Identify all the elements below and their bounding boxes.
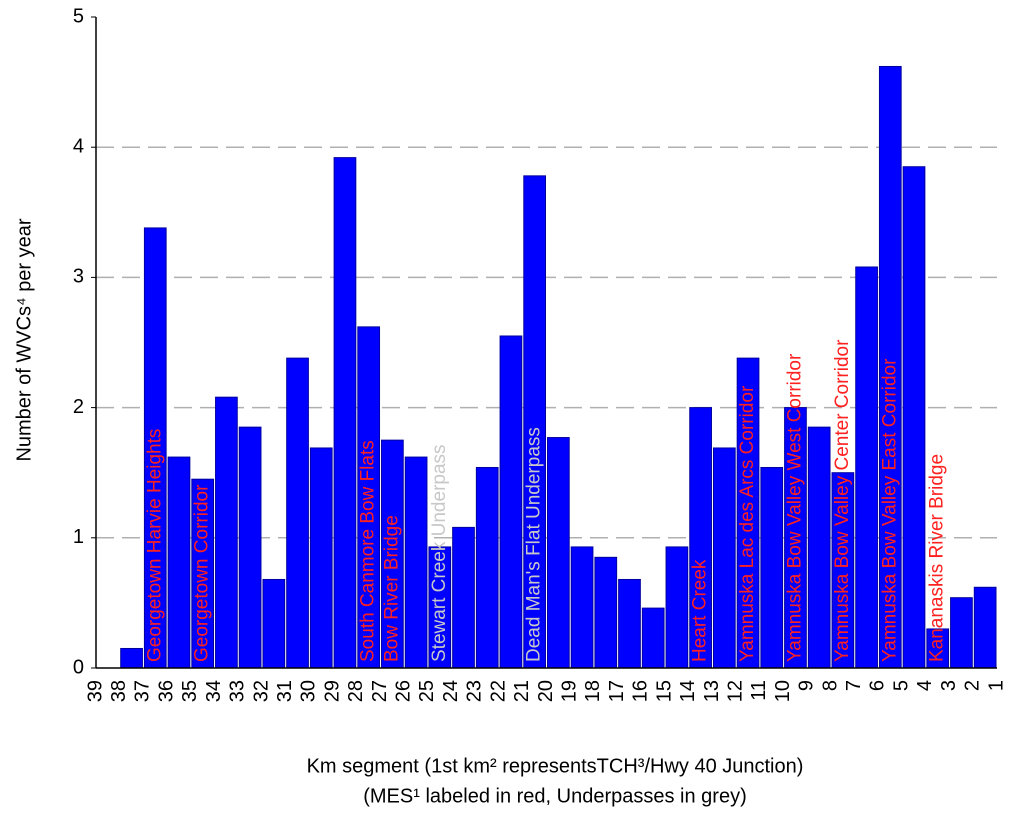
annotation: Yamnuska Bow Valley Center Corridor (832, 339, 853, 662)
x-tick-label: 13 (701, 680, 723, 702)
bar (238, 426, 262, 669)
x-tick-label: 3 (938, 680, 960, 691)
bar (475, 466, 499, 669)
x-tick-label: 19 (558, 680, 580, 702)
bar (855, 266, 878, 669)
x-tick-label: 18 (582, 680, 604, 702)
bar (262, 578, 286, 669)
x-tick-label: 26 (393, 680, 415, 702)
annotation: Heart Creek (690, 559, 711, 662)
x-tick-label: 39 (84, 680, 106, 702)
annotation: Georgetown Corridor (192, 484, 213, 662)
x-tick-label: 14 (677, 680, 699, 702)
x-tick-label: 6 (867, 680, 889, 691)
y-tick-label: 4 (73, 135, 84, 157)
bar (404, 456, 428, 669)
bar (807, 426, 831, 669)
x-tick-label: 29 (321, 680, 343, 702)
bar (215, 396, 238, 669)
y-tick-label: 1 (73, 526, 84, 548)
y-tick-label: 2 (73, 396, 84, 418)
bar (333, 157, 357, 669)
x-tick-label: 20 (535, 680, 557, 702)
annotation: South Canmore Bow Flats (358, 440, 379, 662)
x-tick-label: 35 (179, 680, 201, 702)
bar (547, 437, 570, 669)
x-tick-label: 21 (511, 680, 533, 702)
y-tick-label: 0 (73, 656, 84, 678)
annotation: Yamnuska Bow Valley West Corridor (784, 353, 805, 662)
x-tick-label: 37 (132, 680, 154, 702)
x-tick-label: 23 (464, 680, 486, 702)
annotation: Georgetown Harvie Heights (144, 429, 165, 662)
annotation: Stewart Creek Underpass (429, 444, 450, 662)
x-tick-label: 22 (487, 680, 509, 702)
x-tick-label: 24 (440, 680, 462, 702)
x-tick-label: 11 (748, 680, 770, 701)
x-tick-label: 36 (155, 680, 177, 702)
x-tick-label: 25 (416, 680, 438, 702)
bar (167, 456, 191, 669)
x-axis-title: (MES¹ labeled in red, Underpasses in gre… (363, 785, 747, 807)
bar (286, 357, 309, 669)
y-axis-title: Number of WVCs⁴ per year (13, 218, 35, 461)
x-tick-label: 9 (796, 680, 818, 691)
x-tick-label: 5 (890, 680, 912, 691)
bar (665, 546, 689, 669)
bar (618, 578, 641, 669)
annotation: Kananaskis River Bridge (927, 454, 948, 662)
x-tick-label: 4 (914, 680, 936, 691)
bar (570, 546, 594, 669)
x-tick-label: 16 (630, 680, 652, 702)
annotation: Yamnuska Bow Valley East Corridor (879, 358, 900, 662)
x-tick-label: 34 (203, 680, 225, 702)
annotation: Dead Man's Flat Underpass (524, 427, 545, 662)
x-tick-label: 33 (227, 680, 249, 702)
x-tick-label: 17 (606, 680, 628, 702)
x-tick-label: 27 (369, 680, 391, 702)
x-tick-label: 38 (108, 680, 130, 702)
bar (973, 586, 997, 669)
x-tick-label: 1 (985, 680, 1007, 691)
x-tick-label: 2 (962, 680, 984, 691)
y-tick-label: 5 (73, 5, 84, 27)
x-tick-label: 31 (274, 680, 296, 702)
bar (902, 166, 926, 669)
bar (120, 647, 143, 669)
annotation: Yamnuska Lac des Arcs Corridor (737, 385, 758, 662)
x-tick-label: 7 (843, 680, 865, 691)
bar (712, 447, 736, 669)
x-tick-label: 28 (345, 680, 367, 702)
bar (760, 466, 784, 669)
annotation: Bow River Bridge (381, 515, 402, 662)
x-tick-label: 12 (724, 680, 746, 702)
bar (594, 556, 618, 669)
bar (452, 526, 475, 669)
bar (309, 447, 333, 669)
x-tick-label: 10 (772, 680, 794, 702)
x-tick-label: 15 (653, 680, 675, 702)
bar (499, 335, 523, 669)
x-tick-label: 8 (819, 680, 841, 691)
x-tick-label: 30 (298, 680, 320, 702)
x-axis-title: Km segment (1st km² representsTCH³/Hwy 4… (307, 755, 804, 777)
x-tick-label: 32 (250, 680, 272, 702)
y-tick-label: 3 (73, 266, 84, 288)
bar (641, 607, 665, 669)
bar (950, 597, 973, 669)
